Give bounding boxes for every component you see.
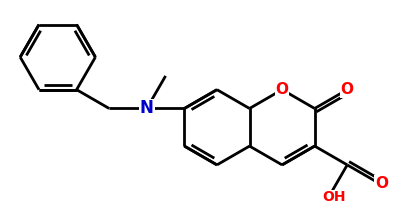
Text: OH: OH: [322, 190, 346, 204]
Text: O: O: [341, 82, 354, 97]
Text: O: O: [375, 176, 388, 191]
Text: N: N: [140, 99, 154, 117]
Text: O: O: [276, 82, 288, 97]
